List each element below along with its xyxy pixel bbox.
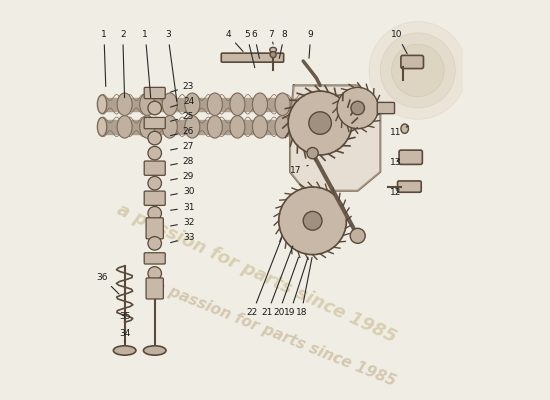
Ellipse shape [252,93,267,116]
Text: 7: 7 [268,30,274,44]
Ellipse shape [162,93,177,116]
Text: 19: 19 [284,257,308,317]
Ellipse shape [97,95,107,114]
Circle shape [148,267,162,280]
FancyBboxPatch shape [221,53,284,62]
Circle shape [337,87,378,129]
Circle shape [148,146,162,160]
Text: 10: 10 [392,30,407,54]
Text: 6: 6 [251,30,260,58]
Circle shape [350,228,365,243]
Text: a passion for parts since 1985: a passion for parts since 1985 [114,200,399,346]
FancyBboxPatch shape [144,191,165,205]
Ellipse shape [230,116,245,138]
Circle shape [380,33,455,108]
Circle shape [307,148,318,159]
Ellipse shape [270,47,277,52]
Ellipse shape [207,93,222,116]
Circle shape [148,236,162,250]
Ellipse shape [275,116,290,138]
Circle shape [303,211,322,230]
Text: 26: 26 [170,127,194,136]
Text: 3: 3 [165,30,177,102]
Text: 12: 12 [389,188,401,197]
Ellipse shape [97,118,107,136]
FancyBboxPatch shape [144,87,165,99]
Text: 36: 36 [96,273,119,294]
Text: 27: 27 [170,142,194,151]
FancyBboxPatch shape [146,218,163,239]
Text: 35: 35 [119,312,130,321]
FancyBboxPatch shape [398,181,421,192]
Ellipse shape [117,116,132,138]
Circle shape [148,131,162,145]
Text: 2: 2 [120,30,125,98]
FancyBboxPatch shape [144,253,165,264]
Ellipse shape [117,93,132,116]
Circle shape [148,206,162,220]
Ellipse shape [185,93,200,116]
Text: 31: 31 [170,203,194,212]
Text: 23: 23 [170,82,194,92]
Circle shape [148,101,162,115]
FancyBboxPatch shape [144,118,165,129]
Text: 9: 9 [308,30,314,58]
Text: 30: 30 [170,187,194,196]
Text: 28: 28 [170,157,194,166]
Ellipse shape [230,93,245,116]
Ellipse shape [113,346,136,355]
Text: 24: 24 [170,97,194,107]
Text: 32: 32 [170,218,194,227]
Ellipse shape [252,116,267,138]
FancyBboxPatch shape [146,278,163,299]
Text: 21: 21 [262,246,293,317]
Circle shape [351,101,365,115]
Text: a passion for parts since 1985: a passion for parts since 1985 [152,278,398,389]
Text: 22: 22 [247,238,282,317]
Polygon shape [290,86,380,191]
Circle shape [369,22,467,119]
Ellipse shape [162,116,177,138]
Ellipse shape [140,93,155,116]
Ellipse shape [185,116,200,138]
Text: 29: 29 [170,172,194,181]
Text: 17: 17 [290,165,308,174]
Text: 11: 11 [389,126,409,137]
Ellipse shape [401,124,409,134]
Text: 1: 1 [101,30,107,86]
Text: 13: 13 [389,158,401,167]
FancyBboxPatch shape [401,56,424,68]
Text: 33: 33 [170,233,194,243]
Ellipse shape [144,346,166,355]
Circle shape [279,187,346,255]
Circle shape [309,112,332,134]
Text: 4: 4 [225,30,243,52]
Text: 18: 18 [295,257,312,317]
Text: 5: 5 [244,30,255,68]
Ellipse shape [140,116,155,138]
Circle shape [288,91,352,155]
Circle shape [148,176,162,190]
Circle shape [270,52,276,58]
Text: 1: 1 [142,30,151,98]
Circle shape [392,44,444,97]
FancyBboxPatch shape [144,161,165,175]
Text: 25: 25 [170,112,194,121]
Ellipse shape [275,93,290,116]
Text: 20: 20 [273,257,299,317]
FancyBboxPatch shape [377,102,394,114]
Text: 34: 34 [119,329,130,341]
Ellipse shape [207,116,222,138]
FancyBboxPatch shape [399,150,422,164]
Text: 8: 8 [279,30,287,58]
